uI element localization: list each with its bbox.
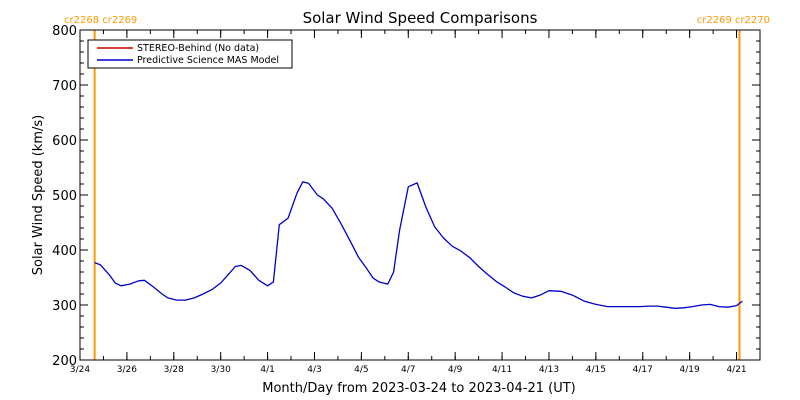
x-tick-label: 4/19 bbox=[680, 365, 700, 375]
legend-box bbox=[87, 39, 293, 69]
x-tick-label: 4/3 bbox=[307, 365, 321, 375]
x-tick-label: 3/24 bbox=[70, 365, 90, 375]
legend-label-mas-model: Predictive Science MAS Model bbox=[137, 55, 279, 66]
x-tick-label: 4/1 bbox=[260, 365, 274, 375]
y-tick-label: 400 bbox=[52, 244, 77, 259]
carrington-markers: cr2268 cr2269 cr2269 cr2270 bbox=[64, 15, 770, 360]
x-tick-label: 4/11 bbox=[492, 365, 512, 375]
plot-frame bbox=[79, 29, 761, 361]
y-tick-label: 200 bbox=[52, 354, 77, 369]
series-line-mas-model bbox=[94, 181, 743, 309]
x-tick-label: 3/30 bbox=[211, 365, 231, 375]
y-axis-label: Solar Wind Speed (km/s) bbox=[31, 115, 46, 275]
x-tick-label: 4/5 bbox=[354, 365, 368, 375]
legend-label-stereo-behind: STEREO-Behind (No data) bbox=[137, 43, 259, 54]
x-axis-label: Month/Day from 2023-03-24 to 2023-04-21 … bbox=[262, 381, 575, 396]
chart-title: Solar Wind Speed Comparisons bbox=[303, 9, 538, 27]
x-tick-label: 4/9 bbox=[448, 365, 463, 375]
y-tick-label: 700 bbox=[52, 79, 77, 94]
x-tick-label: 4/21 bbox=[726, 365, 746, 375]
y-tick-label: 800 bbox=[52, 24, 77, 39]
y-tick-label: 600 bbox=[52, 134, 77, 149]
x-tick-label: 4/15 bbox=[586, 365, 606, 375]
x-tick-label: 3/28 bbox=[164, 365, 184, 375]
series-layer bbox=[94, 181, 743, 309]
x-tick-label: 3/26 bbox=[117, 365, 137, 375]
axis-ticks: 200 300 400 500 600 700 800 3/24 3/26 3/28 3/30 4/1… bbox=[52, 24, 761, 375]
x-tick-label: 4/13 bbox=[539, 365, 559, 375]
carrington-label: cr2269 cr2270 bbox=[697, 15, 770, 26]
legend: STEREO-Behind (No data) Predictive Scien… bbox=[87, 39, 293, 69]
carrington-label: cr2268 cr2269 bbox=[64, 15, 137, 26]
x-tick-label: 4/7 bbox=[401, 365, 415, 375]
y-tick-label: 500 bbox=[52, 189, 77, 204]
y-tick-label: 300 bbox=[52, 299, 77, 314]
x-tick-label: 4/17 bbox=[633, 365, 653, 375]
